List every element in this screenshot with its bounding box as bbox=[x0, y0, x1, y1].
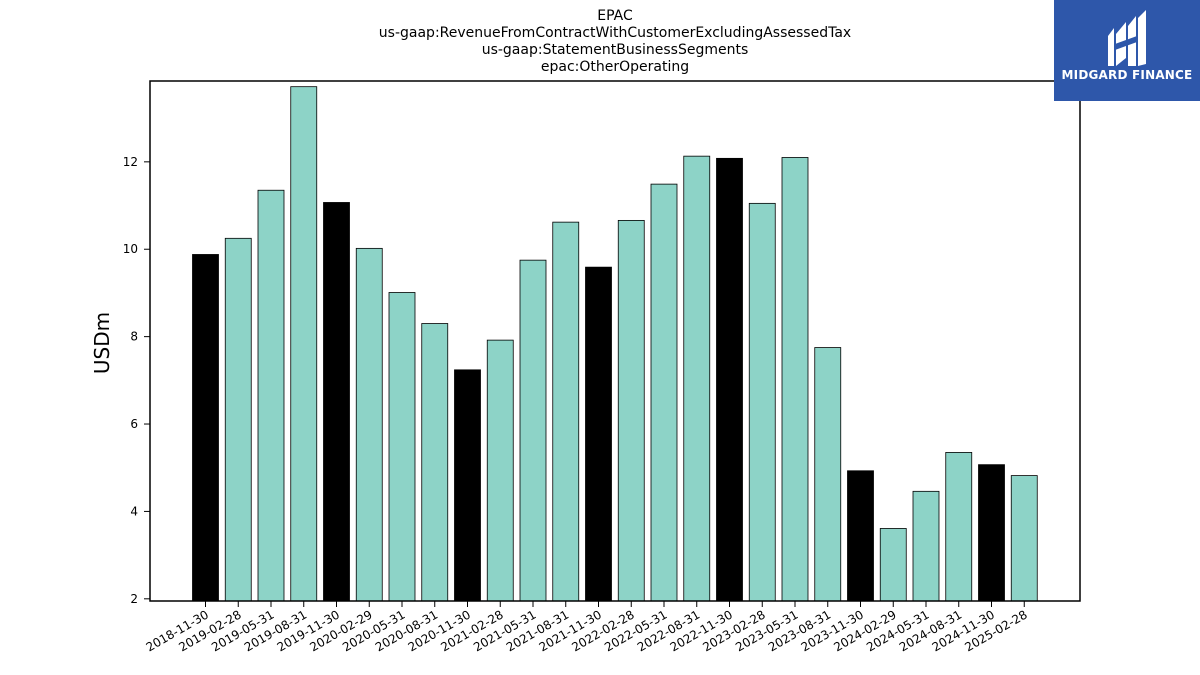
bar-2022-08-31 bbox=[683, 155, 711, 602]
logo-text: MIDGARD FINANCE bbox=[1061, 68, 1193, 82]
chart-title: EPACus-gaap:RevenueFromContractWithCusto… bbox=[379, 8, 851, 75]
plot-area-frame bbox=[149, 80, 1081, 602]
bar-2023-02-28 bbox=[748, 202, 776, 602]
y-tick-label: 4 bbox=[130, 504, 138, 518]
bar-2023-11-30 bbox=[847, 470, 874, 602]
bar-2021-08-31 bbox=[552, 221, 580, 602]
bar-2021-05-31 bbox=[519, 259, 547, 602]
chart-title-line: EPAC bbox=[597, 8, 633, 24]
y-axis: 2 4 6 8 10 12 bbox=[123, 155, 150, 606]
chart-title-line: us-gaap:StatementBusinessSegments bbox=[482, 42, 749, 58]
bar-2025-02-28 bbox=[1010, 475, 1038, 602]
bar-2022-11-30 bbox=[716, 157, 743, 602]
bar-2023-08-31 bbox=[814, 347, 842, 602]
y-tick-label: 8 bbox=[130, 330, 138, 344]
y-axis-label: USDm bbox=[90, 312, 114, 374]
bar-2019-02-28 bbox=[224, 237, 252, 602]
bars bbox=[192, 86, 1038, 602]
midgard-logo-icon bbox=[1108, 10, 1146, 66]
bar-2020-02-29 bbox=[355, 247, 383, 602]
bar-2021-02-28 bbox=[486, 339, 514, 602]
bar-2019-08-31 bbox=[290, 86, 318, 602]
y-tick-label: 12 bbox=[123, 155, 138, 169]
y-tick-label: 10 bbox=[123, 242, 138, 256]
bar-2024-05-31 bbox=[912, 490, 940, 602]
chart-title-line: us-gaap:RevenueFromContractWithCustomerE… bbox=[379, 25, 851, 41]
bar-2020-08-31 bbox=[421, 323, 449, 602]
bar-2019-11-30 bbox=[323, 202, 350, 602]
bar-2024-02-29 bbox=[879, 528, 907, 602]
bar-2023-05-31 bbox=[781, 157, 809, 602]
bar-2024-08-31 bbox=[945, 452, 973, 602]
bar-2021-11-30 bbox=[585, 266, 612, 602]
bar-2022-02-28 bbox=[617, 219, 645, 602]
y-tick-label: 2 bbox=[130, 592, 138, 606]
bar-2020-05-31 bbox=[388, 292, 416, 602]
chart-title-line: epac:OtherOperating bbox=[541, 59, 689, 75]
x-axis: 2018-11-302019-02-282019-05-312019-08-31… bbox=[144, 601, 1030, 654]
bar-2018-11-30 bbox=[192, 254, 219, 602]
y-tick-label: 6 bbox=[130, 417, 138, 431]
brand-logo: MIDGARD FINANCE bbox=[1054, 0, 1200, 101]
bar-2022-05-31 bbox=[650, 183, 678, 602]
bar-2024-11-30 bbox=[978, 464, 1005, 602]
bar-2020-11-30 bbox=[454, 369, 481, 602]
bar-2019-05-31 bbox=[257, 189, 285, 602]
